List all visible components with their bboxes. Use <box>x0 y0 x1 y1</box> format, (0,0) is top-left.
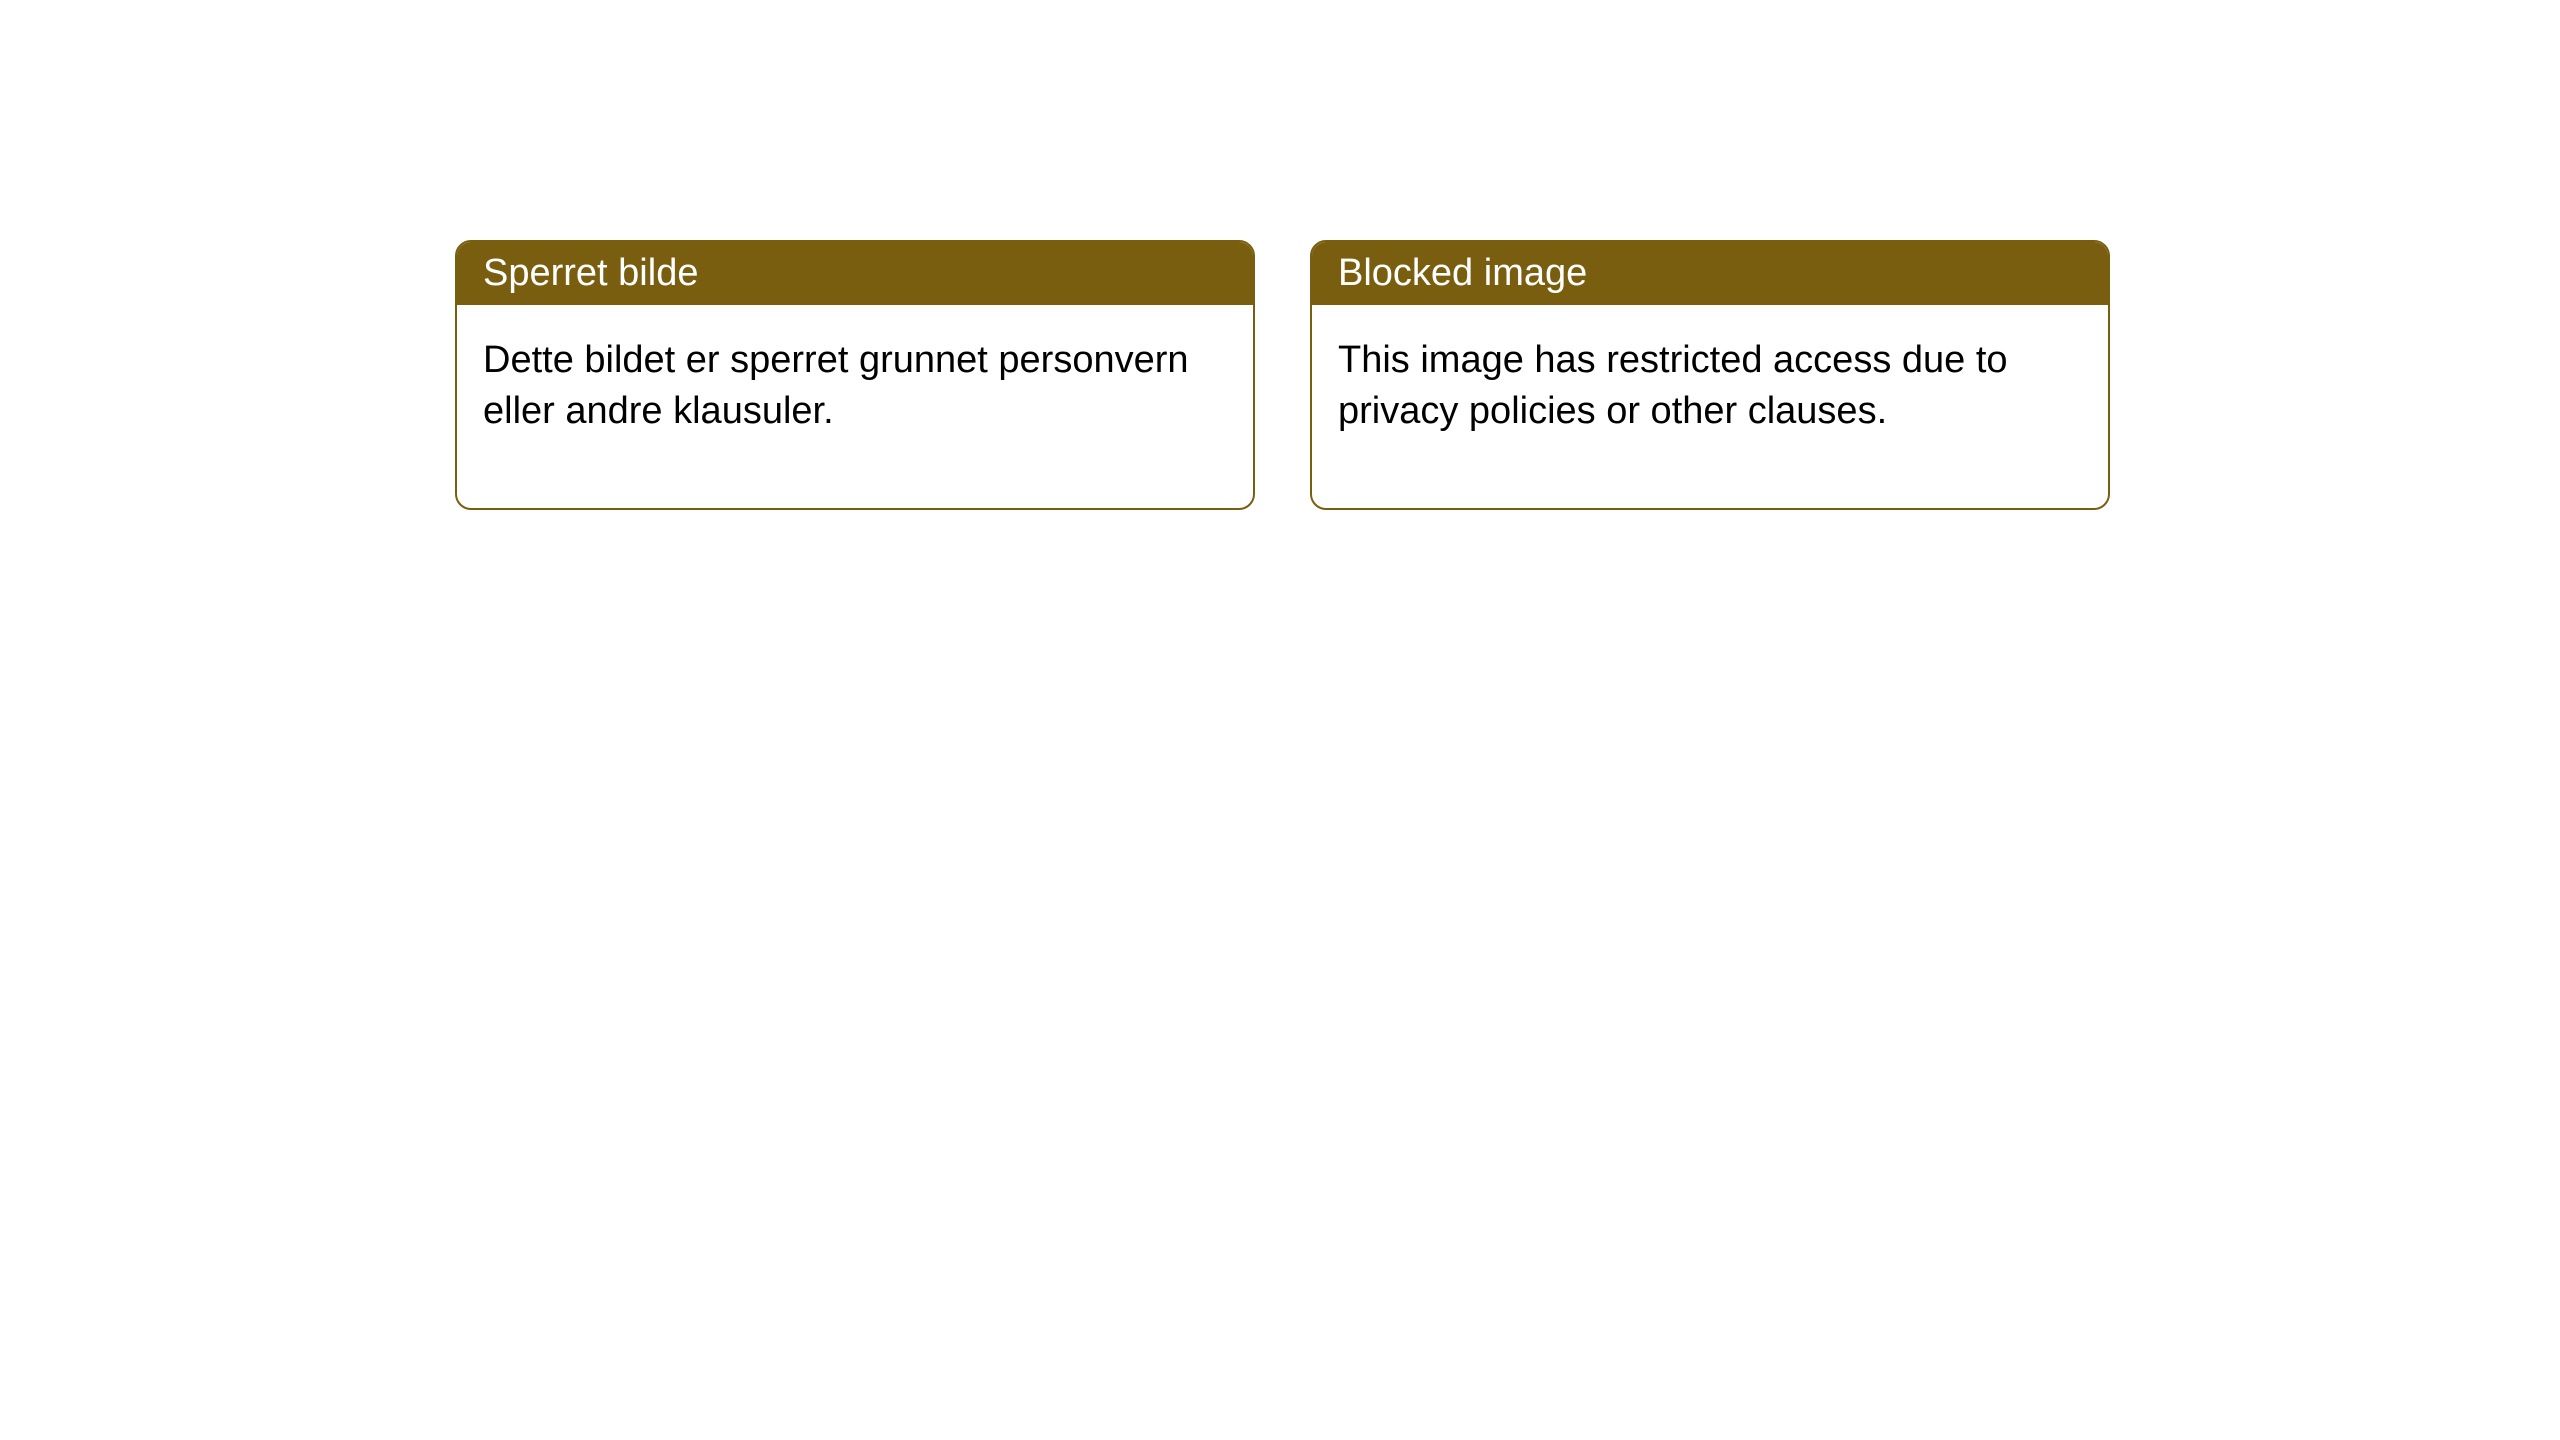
blocked-image-notices: Sperret bilde Dette bildet er sperret gr… <box>455 240 2560 510</box>
notice-body-no: Dette bildet er sperret grunnet personve… <box>457 305 1253 508</box>
notice-title-no: Sperret bilde <box>457 242 1253 305</box>
notice-title-en: Blocked image <box>1312 242 2108 305</box>
notice-card-no: Sperret bilde Dette bildet er sperret gr… <box>455 240 1255 510</box>
notice-card-en: Blocked image This image has restricted … <box>1310 240 2110 510</box>
notice-body-en: This image has restricted access due to … <box>1312 305 2108 508</box>
